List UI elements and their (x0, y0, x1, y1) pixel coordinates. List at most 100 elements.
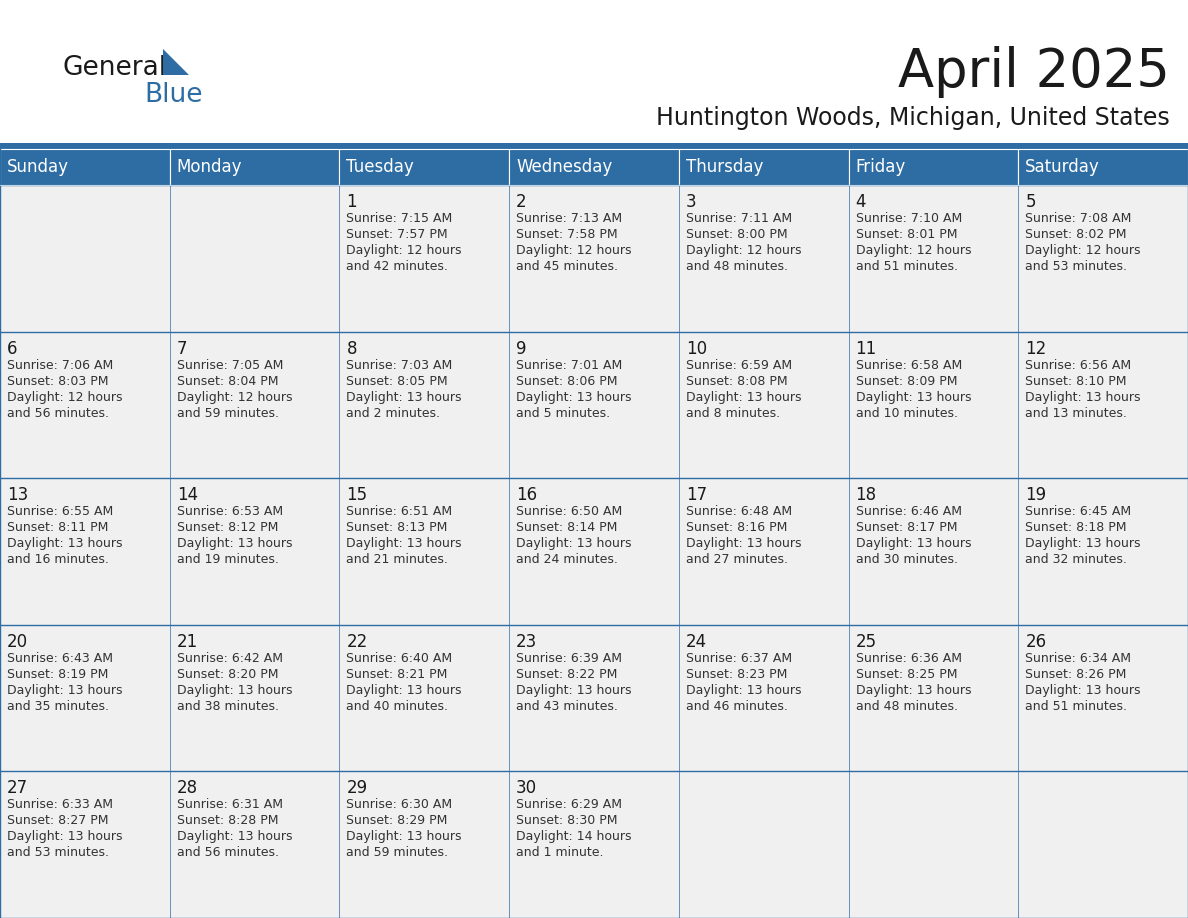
Bar (1018, 771, 1188, 918)
Text: Daylight: 13 hours: Daylight: 13 hours (177, 831, 292, 844)
Text: Sunset: 8:00 PM: Sunset: 8:00 PM (685, 228, 788, 241)
Text: Daylight: 13 hours: Daylight: 13 hours (516, 390, 632, 404)
Text: Daylight: 13 hours: Daylight: 13 hours (177, 537, 292, 550)
Bar (0, 625, 170, 771)
Text: Saturday: Saturday (1025, 158, 1100, 176)
Text: and 13 minutes.: and 13 minutes. (1025, 407, 1127, 420)
Bar (848, 331, 1018, 478)
Bar (510, 331, 678, 478)
Text: and 16 minutes.: and 16 minutes. (7, 554, 109, 566)
Bar (170, 771, 340, 918)
Text: Sunrise: 6:34 AM: Sunrise: 6:34 AM (1025, 652, 1131, 665)
Text: Daylight: 13 hours: Daylight: 13 hours (177, 684, 292, 697)
Text: 30: 30 (516, 779, 537, 798)
Bar (1018, 625, 1188, 771)
Bar (678, 478, 848, 625)
Text: and 59 minutes.: and 59 minutes. (347, 846, 448, 859)
Text: Daylight: 12 hours: Daylight: 12 hours (7, 390, 122, 404)
Text: Daylight: 12 hours: Daylight: 12 hours (177, 390, 292, 404)
Text: Sunrise: 6:37 AM: Sunrise: 6:37 AM (685, 652, 792, 665)
Text: Sunset: 8:30 PM: Sunset: 8:30 PM (516, 814, 618, 827)
Text: Daylight: 13 hours: Daylight: 13 hours (685, 684, 802, 697)
Text: Daylight: 13 hours: Daylight: 13 hours (855, 684, 971, 697)
Bar (848, 625, 1018, 771)
Bar (510, 478, 678, 625)
Text: Sunset: 8:21 PM: Sunset: 8:21 PM (347, 667, 448, 681)
Text: General: General (62, 55, 166, 81)
Text: April 2025: April 2025 (898, 46, 1170, 98)
Text: 29: 29 (347, 779, 367, 798)
Text: Sunrise: 7:05 AM: Sunrise: 7:05 AM (177, 359, 283, 372)
Text: Sunset: 8:25 PM: Sunset: 8:25 PM (855, 667, 958, 681)
Text: 26: 26 (1025, 633, 1047, 651)
Text: Sunset: 8:03 PM: Sunset: 8:03 PM (7, 375, 108, 387)
Text: Daylight: 13 hours: Daylight: 13 hours (1025, 537, 1140, 550)
Text: Sunset: 8:27 PM: Sunset: 8:27 PM (7, 814, 108, 827)
Text: Sunset: 7:58 PM: Sunset: 7:58 PM (516, 228, 618, 241)
Text: Friday: Friday (855, 158, 905, 176)
Text: and 59 minutes.: and 59 minutes. (177, 407, 279, 420)
Text: Daylight: 13 hours: Daylight: 13 hours (347, 684, 462, 697)
Text: Sunrise: 6:40 AM: Sunrise: 6:40 AM (347, 652, 453, 665)
Text: and 21 minutes.: and 21 minutes. (347, 554, 448, 566)
Text: and 2 minutes.: and 2 minutes. (347, 407, 441, 420)
Text: 23: 23 (516, 633, 537, 651)
Text: Daylight: 12 hours: Daylight: 12 hours (516, 244, 632, 257)
Text: Daylight: 13 hours: Daylight: 13 hours (1025, 390, 1140, 404)
Text: 25: 25 (855, 633, 877, 651)
Text: Sunrise: 6:51 AM: Sunrise: 6:51 AM (347, 505, 453, 518)
Bar (678, 185, 848, 331)
Text: and 32 minutes.: and 32 minutes. (1025, 554, 1127, 566)
Text: Daylight: 12 hours: Daylight: 12 hours (685, 244, 802, 257)
Polygon shape (163, 49, 189, 75)
Text: Sunrise: 6:56 AM: Sunrise: 6:56 AM (1025, 359, 1131, 372)
Text: Sunrise: 7:13 AM: Sunrise: 7:13 AM (516, 212, 623, 225)
Text: 2: 2 (516, 193, 526, 211)
Text: Sunrise: 6:48 AM: Sunrise: 6:48 AM (685, 505, 792, 518)
Text: Daylight: 12 hours: Daylight: 12 hours (347, 244, 462, 257)
Bar (510, 771, 678, 918)
Text: Huntington Woods, Michigan, United States: Huntington Woods, Michigan, United State… (656, 106, 1170, 130)
Text: 10: 10 (685, 340, 707, 358)
Text: Sunrise: 6:33 AM: Sunrise: 6:33 AM (7, 799, 113, 812)
Bar (0, 331, 170, 478)
Text: 13: 13 (7, 487, 29, 504)
Text: Daylight: 13 hours: Daylight: 13 hours (685, 390, 802, 404)
Text: and 5 minutes.: and 5 minutes. (516, 407, 611, 420)
Text: Sunset: 8:05 PM: Sunset: 8:05 PM (347, 375, 448, 387)
Text: Sunset: 8:06 PM: Sunset: 8:06 PM (516, 375, 618, 387)
Bar (340, 185, 510, 331)
Text: and 8 minutes.: and 8 minutes. (685, 407, 781, 420)
Text: Sunset: 7:57 PM: Sunset: 7:57 PM (347, 228, 448, 241)
Text: and 48 minutes.: and 48 minutes. (855, 700, 958, 712)
Text: Sunrise: 7:11 AM: Sunrise: 7:11 AM (685, 212, 792, 225)
Text: Sunset: 8:10 PM: Sunset: 8:10 PM (1025, 375, 1126, 387)
Text: Sunset: 8:14 PM: Sunset: 8:14 PM (516, 521, 618, 534)
Bar (170, 149, 340, 185)
Text: Daylight: 13 hours: Daylight: 13 hours (1025, 684, 1140, 697)
Text: 5: 5 (1025, 193, 1036, 211)
Text: 18: 18 (855, 487, 877, 504)
Text: Daylight: 13 hours: Daylight: 13 hours (855, 537, 971, 550)
Text: Sunset: 8:16 PM: Sunset: 8:16 PM (685, 521, 788, 534)
Text: 11: 11 (855, 340, 877, 358)
Text: Daylight: 13 hours: Daylight: 13 hours (347, 831, 462, 844)
Text: Sunset: 8:12 PM: Sunset: 8:12 PM (177, 521, 278, 534)
Bar (1018, 478, 1188, 625)
Text: 19: 19 (1025, 487, 1047, 504)
Text: Sunset: 8:04 PM: Sunset: 8:04 PM (177, 375, 278, 387)
Text: and 24 minutes.: and 24 minutes. (516, 554, 618, 566)
Text: Daylight: 13 hours: Daylight: 13 hours (855, 390, 971, 404)
Text: and 30 minutes.: and 30 minutes. (855, 554, 958, 566)
Text: Wednesday: Wednesday (516, 158, 612, 176)
Text: Sunset: 8:28 PM: Sunset: 8:28 PM (177, 814, 278, 827)
Text: and 53 minutes.: and 53 minutes. (7, 846, 109, 859)
Text: and 42 minutes.: and 42 minutes. (347, 260, 448, 273)
Text: Sunset: 8:02 PM: Sunset: 8:02 PM (1025, 228, 1126, 241)
Text: and 51 minutes.: and 51 minutes. (1025, 700, 1127, 712)
Bar (848, 771, 1018, 918)
Bar (0, 149, 170, 185)
Text: and 53 minutes.: and 53 minutes. (1025, 260, 1127, 273)
Text: Sunrise: 7:03 AM: Sunrise: 7:03 AM (347, 359, 453, 372)
Text: 24: 24 (685, 633, 707, 651)
